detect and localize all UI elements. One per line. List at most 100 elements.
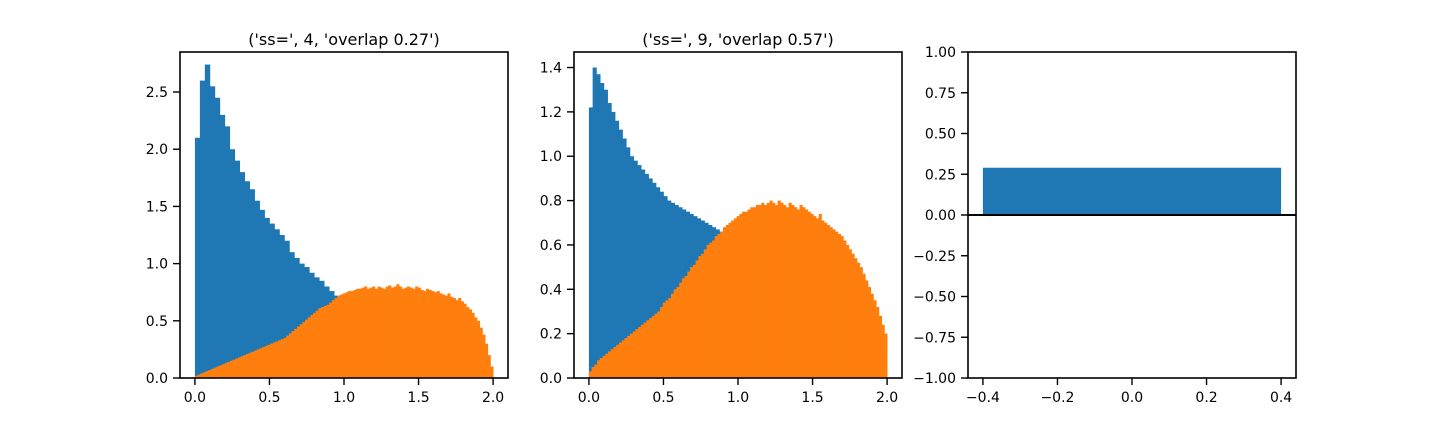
hist-bar-s1-8 xyxy=(234,160,241,378)
hist-bar-s2-8 xyxy=(216,366,220,378)
hist-bar-s1-3 xyxy=(600,83,605,379)
hist-bar-s2-76 xyxy=(399,286,403,378)
hist-bar-s2-104 xyxy=(474,317,478,378)
hist-bar-s2-82 xyxy=(813,216,817,378)
hist-bar-s2-35 xyxy=(684,275,688,378)
x-tick-label: 0.5 xyxy=(258,390,280,406)
hist-bar-s1-20 xyxy=(663,196,668,378)
hist-bar-s2-47 xyxy=(321,307,325,378)
hist-bar-s2-44 xyxy=(709,242,713,378)
hist-bar-s2-64 xyxy=(366,288,370,378)
y-tick-label: 0.4 xyxy=(540,282,562,298)
hist-bar-s2-0 xyxy=(194,375,198,378)
hist-bar-s2-27 xyxy=(267,344,271,378)
hist-bar-s2-70 xyxy=(382,288,387,378)
hist-bar-s2-94 xyxy=(846,244,850,378)
hist-bar-s2-24 xyxy=(654,313,658,378)
hist-bar-s1-11 xyxy=(629,156,635,378)
hist-bar-s2-44 xyxy=(313,312,317,378)
panel-title: ('ss=', 4, 'overlap 0.27') xyxy=(248,30,439,49)
hist-bar-s2-91 xyxy=(837,233,841,378)
x-tick-label: 1.0 xyxy=(333,390,355,406)
hist-bar-s2-62 xyxy=(361,287,365,378)
hist-bar-s1-15 xyxy=(644,173,649,378)
x-tick-label: 0.0 xyxy=(578,390,600,406)
x-tick-label: −0.2 xyxy=(1040,390,1074,406)
hist-bar-s2-96 xyxy=(452,297,456,378)
hist-bar-s2-60 xyxy=(753,207,757,378)
bar-0 xyxy=(982,167,1282,215)
y-tick-label: −0.50 xyxy=(913,290,956,306)
x-tick-label: 0.5 xyxy=(652,390,674,406)
hist-bar-s1-19 xyxy=(659,191,664,378)
hist-bar-s2-94 xyxy=(447,293,451,378)
hist-bar-s2-73 xyxy=(391,287,395,378)
hist-bar-s1-15 xyxy=(269,223,275,378)
hist-bar-s1-17 xyxy=(652,182,657,378)
hist-bar-s2-11 xyxy=(619,342,623,378)
hist-bar-s1-22 xyxy=(670,202,676,378)
hist-bar-s2-10 xyxy=(616,344,620,378)
hist-bar-s2-43 xyxy=(706,244,710,378)
hist-bar-s2-18 xyxy=(638,326,642,378)
y-tick-label: 1.4 xyxy=(540,61,562,77)
hist-bar-s2-20 xyxy=(248,352,252,378)
hist-bar-s2-56 xyxy=(345,292,349,378)
histogram-panel-ss9: 0.0 0.5 1.0 1.5 2.0 0.0 0.2 0.4 0.6 0.8 1.0 1.2 1.4 (… xyxy=(540,30,903,406)
hist-bar-s2-23 xyxy=(651,315,655,378)
hist-bar-s2-86 xyxy=(824,222,828,378)
hist-bar-s2-28 xyxy=(665,300,669,378)
hist-bar-s2-80 xyxy=(409,287,413,378)
hist-bar-s2-52 xyxy=(731,220,735,378)
hist-bar-s2-95 xyxy=(848,249,852,378)
hist-bar-s2-17 xyxy=(635,329,639,378)
hist-bar-s2-49 xyxy=(326,304,330,378)
hist-bar-s2-48 xyxy=(323,305,327,378)
hist-bar-s2-37 xyxy=(294,328,298,378)
hist-bar-s2-63 xyxy=(761,202,765,378)
hist-bar-s2-99 xyxy=(859,267,863,378)
x-tick-label: 0.0 xyxy=(1121,390,1143,406)
hist-bar-s2-21 xyxy=(646,320,650,378)
hist-bar-s2-109 xyxy=(487,355,491,378)
x-tick-label: 0.2 xyxy=(1195,390,1217,406)
hist-bar-s2-54 xyxy=(339,294,344,378)
y-tick-label: 0.8 xyxy=(540,194,562,210)
hist-bar-s1-1 xyxy=(592,67,597,379)
hist-bar-s2-14 xyxy=(232,359,236,378)
x-tick-label: 1.5 xyxy=(407,390,429,406)
hist-bar-s2-88 xyxy=(431,291,435,378)
hist-bar-s2-96 xyxy=(851,253,855,378)
x-tick-label: 1.0 xyxy=(727,390,749,406)
hist-bar-s1-14 xyxy=(641,169,646,378)
hist-bar-s2-51 xyxy=(728,222,732,378)
hist-bar-s2-59 xyxy=(353,289,357,378)
hist-bar-s2-100 xyxy=(862,273,866,378)
hist-bar-s2-60 xyxy=(356,288,360,378)
hist-bar-s2-53 xyxy=(337,295,341,378)
hist-bar-s2-9 xyxy=(613,346,617,378)
hist-bar-s2-45 xyxy=(712,240,716,378)
hist-bar-s2-9 xyxy=(219,365,223,378)
hist-bar-s2-98 xyxy=(856,262,861,378)
hist-bar-s2-101 xyxy=(865,280,869,378)
hist-bar-s2-38 xyxy=(692,264,696,378)
hist-bar-s2-42 xyxy=(307,317,311,378)
hist-bar-s1-14 xyxy=(264,217,270,378)
hist-bar-s2-0 xyxy=(588,371,593,378)
y-tick-label: 2.0 xyxy=(146,142,168,158)
hist-bar-s2-30 xyxy=(275,341,279,378)
hist-bar-s2-40 xyxy=(698,256,702,378)
hist-bar-s2-33 xyxy=(283,337,287,378)
y-tick-label: 0.50 xyxy=(925,127,956,143)
hist-bar-s1-16 xyxy=(274,229,280,378)
hist-bar-s2-32 xyxy=(280,339,284,378)
hist-bar-s2-3 xyxy=(597,360,601,378)
hist-bar-s2-26 xyxy=(264,345,268,378)
hist-bar-s2-97 xyxy=(854,258,858,378)
hist-bar-s2-36 xyxy=(687,271,691,378)
hist-bar-s2-47 xyxy=(717,233,721,378)
hist-bar-s1-2 xyxy=(596,74,601,378)
hist-bar-s2-105 xyxy=(476,320,481,378)
hist-bar-s2-41 xyxy=(305,319,309,378)
